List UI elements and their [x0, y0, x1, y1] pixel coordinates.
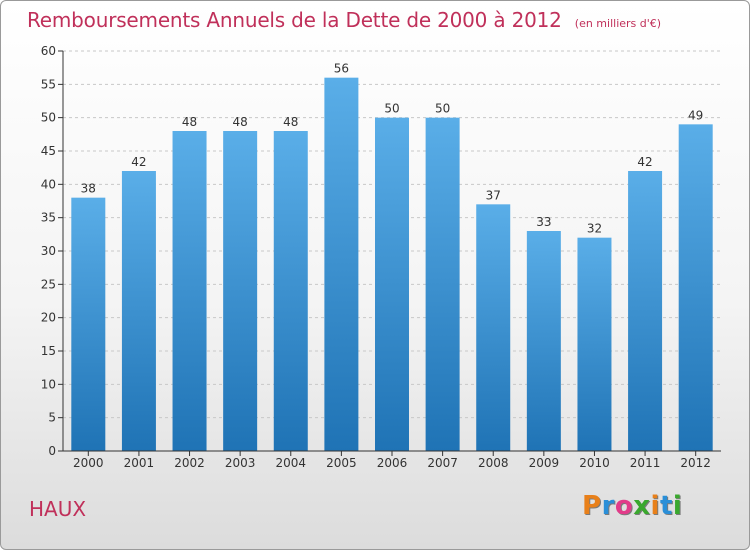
bar-2007	[425, 117, 460, 452]
bar-2006	[375, 117, 409, 452]
logo-letter: t	[659, 491, 673, 521]
x-tick-label: 2005	[326, 456, 357, 470]
proxiti-logo: Proxiti	[582, 491, 682, 521]
labels: 0 5 10 15 20 25 30 35 40 45 50 55 60 38 2000 42 2001 48 20…	[41, 44, 711, 470]
x-tick-label: 2008	[478, 456, 509, 470]
bar-value-label: 48	[233, 115, 248, 129]
x-tick-label: 2002	[174, 456, 205, 470]
logo-letter: i	[650, 491, 660, 521]
y-tick-label: 55	[41, 77, 56, 91]
y-tick-label: 35	[41, 211, 56, 225]
bar-2008	[476, 204, 511, 451]
y-tick-label: 20	[41, 311, 56, 325]
logo-letter: P	[582, 491, 602, 521]
bar-2010	[577, 237, 612, 451]
bar-2005	[324, 77, 359, 452]
x-tick-label: 2007	[427, 456, 458, 470]
bars	[71, 77, 713, 452]
bar-value-label: 42	[131, 155, 146, 169]
y-tick-label: 45	[41, 144, 56, 158]
bar-value-label: 50	[384, 102, 399, 116]
y-tick-label: 50	[41, 111, 56, 125]
y-tick-label: 10	[41, 377, 56, 391]
bar-2009	[526, 231, 561, 451]
y-tick-label: 40	[41, 177, 56, 191]
y-tick-label: 15	[41, 344, 56, 358]
x-tick-label: 2001	[124, 456, 155, 470]
x-tick-label: 2003	[225, 456, 256, 470]
x-tick-label: 2010	[579, 456, 610, 470]
x-tick-label: 2000	[73, 456, 104, 470]
logo-letter: r	[601, 491, 615, 521]
bar-2004	[273, 131, 308, 451]
bar-value-label: 49	[688, 108, 703, 122]
bar-value-label: 42	[637, 155, 652, 169]
bar-value-label: 37	[486, 188, 501, 202]
bar-2002	[172, 131, 207, 451]
bar-value-label: 33	[536, 215, 551, 229]
y-tick-label: 0	[48, 444, 56, 458]
bar-2011	[628, 171, 663, 451]
y-tick-label: 60	[41, 44, 56, 58]
bar-value-label: 48	[182, 115, 197, 129]
x-tick-label: 2006	[377, 456, 408, 470]
axes	[58, 50, 721, 456]
bar-value-label: 50	[435, 102, 450, 116]
x-tick-label: 2012	[680, 456, 711, 470]
bar-2012	[678, 124, 713, 451]
y-tick-label: 5	[48, 411, 56, 425]
logo-letter: o	[614, 491, 634, 521]
x-tick-label: 2011	[630, 456, 661, 470]
bar-value-label: 56	[334, 62, 349, 76]
x-tick-label: 2004	[275, 456, 306, 470]
bar-value-label: 48	[283, 115, 298, 129]
bar-2000	[71, 197, 106, 451]
logo-letter: x	[633, 491, 651, 521]
logo-letter: i	[672, 491, 683, 521]
chart-subtitle: (en milliers d'€)	[574, 17, 662, 30]
y-tick-label: 30	[41, 244, 56, 258]
chart-title: Remboursements Annuels de la Dette de 20…	[27, 8, 562, 32]
bar-2003	[223, 131, 258, 451]
chart-title-row: Remboursements Annuels de la Dette de 20…	[27, 8, 661, 32]
x-tick-label: 2009	[529, 456, 560, 470]
bar-2001	[121, 171, 156, 451]
bar-value-label: 38	[81, 182, 96, 196]
bar-value-label: 32	[587, 222, 602, 236]
commune-name: HAUX	[29, 497, 87, 521]
y-tick-label: 25	[41, 277, 56, 291]
